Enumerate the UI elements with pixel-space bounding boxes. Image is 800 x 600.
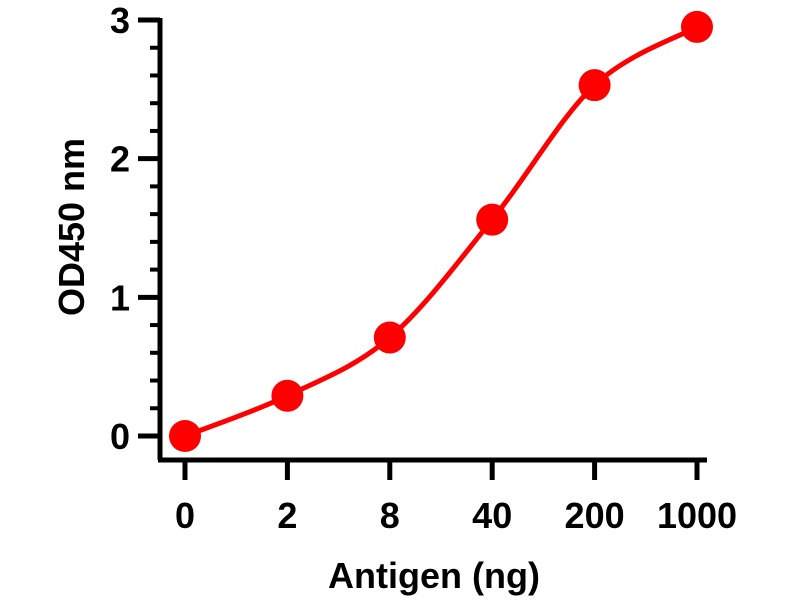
- x-tick-label: 200: [565, 495, 625, 536]
- y-tick-label: 3: [110, 0, 130, 41]
- data-point: [578, 69, 611, 102]
- x-tick-label: 1000: [657, 495, 737, 536]
- data-point: [476, 203, 509, 236]
- series-curve-group: [169, 10, 713, 452]
- data-point: [681, 10, 713, 43]
- y-tick-label: 0: [110, 416, 130, 457]
- data-point: [373, 321, 406, 354]
- y-tick-label: 1: [110, 277, 130, 318]
- x-tick-label: 40: [472, 495, 512, 536]
- data-point: [169, 420, 201, 452]
- x-axis-title: Antigen (ng): [328, 555, 540, 596]
- series-line: [184, 24, 699, 439]
- data-point: [271, 379, 304, 412]
- y-axis: 0 1 2 3: [110, 0, 163, 460]
- x-tick-label: 0: [175, 495, 195, 536]
- x-tick-label: 8: [380, 495, 400, 536]
- y-tick-label: 2: [110, 139, 130, 180]
- y-axis-title: OD450 nm: [51, 138, 92, 316]
- x-tick-label: 2: [277, 495, 297, 536]
- x-axis: 0 2 8 40 200 1000: [158, 457, 737, 536]
